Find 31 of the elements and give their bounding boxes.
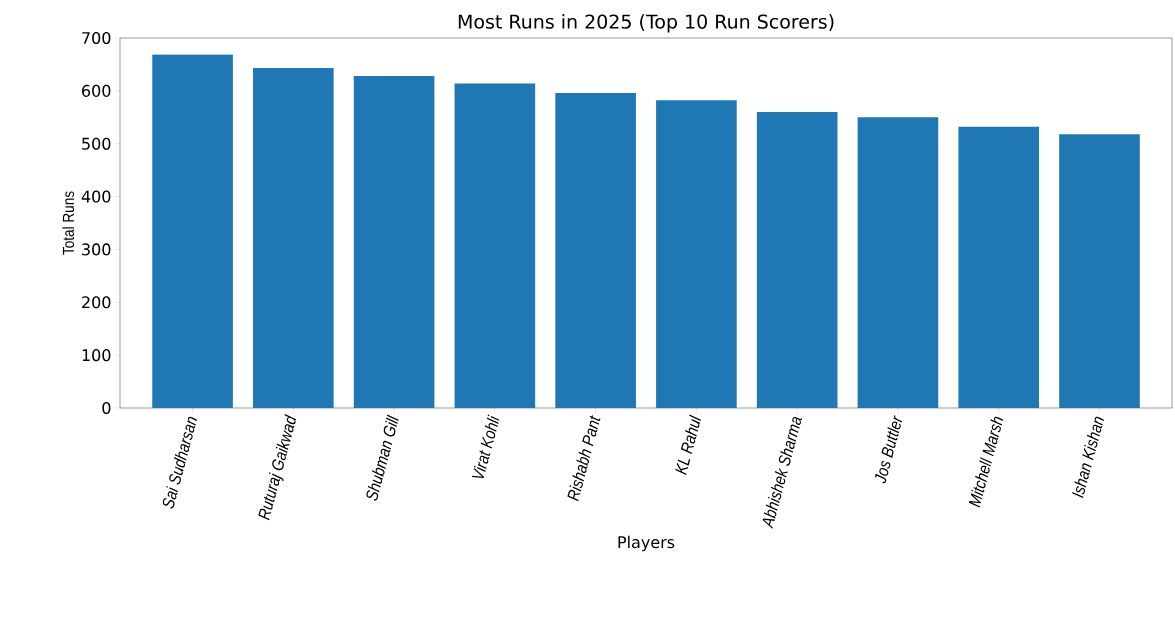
x-tick-label: Ishan Kishan	[1072, 416, 1104, 499]
x-tick-label: Ruturaj Gaikwad	[258, 414, 297, 521]
y-tick-label: 300	[82, 243, 111, 256]
y-tick-label: 600	[82, 84, 111, 97]
bar	[1059, 134, 1140, 408]
bar	[353, 76, 435, 408]
x-axis-title: Players	[618, 535, 675, 552]
x-tick-label: Mitchell Marsh	[968, 416, 1004, 508]
bar	[857, 117, 939, 408]
x-tick-label: Sai Sudharsan	[162, 416, 198, 509]
bar	[656, 100, 737, 408]
y-tick-label: 400	[81, 190, 111, 203]
bar	[454, 83, 536, 408]
x-tick-label: Virat Kohli	[471, 414, 500, 479]
y-axis-title: Total Runs	[62, 191, 75, 255]
bar	[152, 54, 233, 408]
chart-title: Most Runs in 2025 (Top 10 Run Scorers)	[458, 14, 834, 33]
y-tick-label: 200	[82, 296, 111, 309]
y-tick-label: 500	[82, 137, 111, 150]
y-tick-label: 700	[82, 31, 111, 45]
bar	[253, 68, 334, 408]
bar	[958, 126, 1040, 408]
x-tick-label: Rishabh Pant	[567, 415, 601, 502]
y-tick-label: 0	[102, 401, 111, 415]
x-tick-label: KL Rahul	[675, 414, 701, 475]
bar	[555, 92, 636, 408]
x-tick-label: Jos Buttler	[874, 415, 903, 484]
y-tick-label: 100	[82, 349, 111, 362]
x-tick-label: Abhishek Sharma	[762, 416, 802, 529]
bar	[756, 111, 838, 408]
x-tick-label: Shubman Gill	[366, 414, 399, 501]
